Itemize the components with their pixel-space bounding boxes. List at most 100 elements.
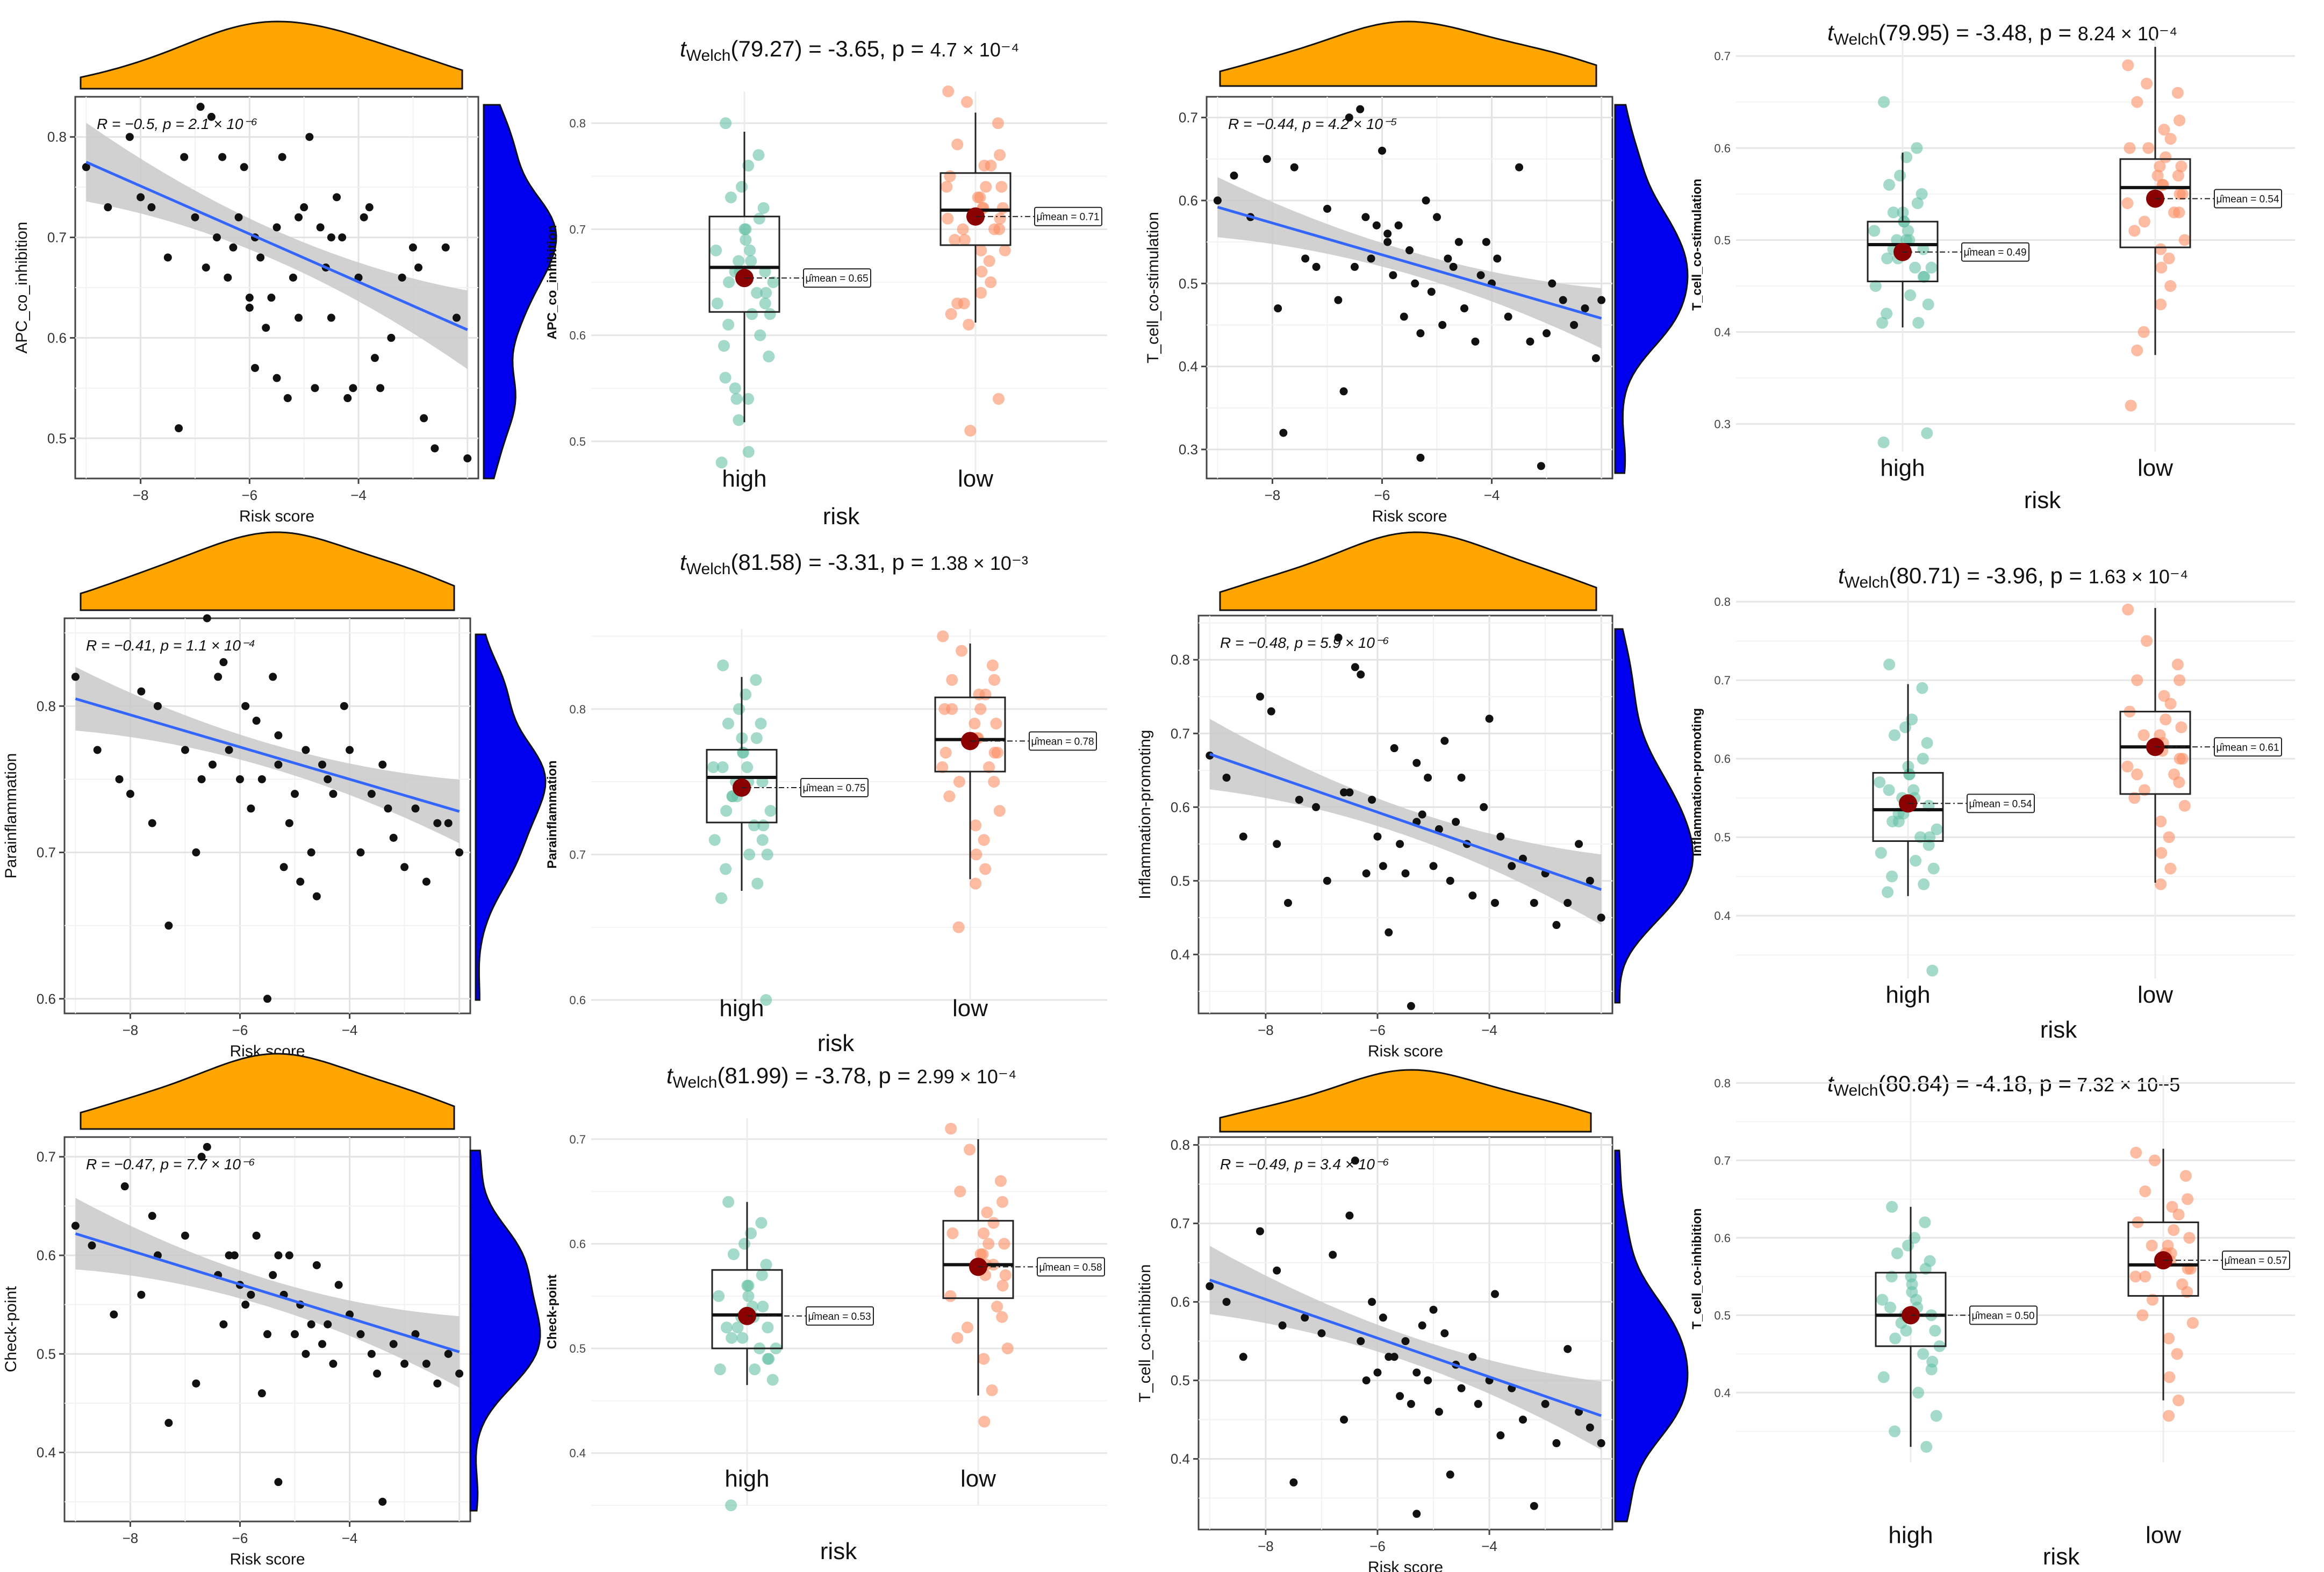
jitter-point-high: [733, 255, 745, 267]
panel-scatter-check: R = −0.47, p = 7.7 × 10⁻⁶ −8 −6 −4 0.4 0.5 0.6…: [2, 1053, 541, 1568]
jitter-point-high: [1929, 1325, 1941, 1337]
panel-box-tinh: tWelch(80.84) = -4.18, p = 7.32 × 10−5 0.…: [1690, 1071, 2295, 1570]
y-tick-label: 0.5: [1714, 1309, 1731, 1322]
scatter-point: [197, 775, 206, 783]
jitter-point-low: [939, 747, 952, 759]
scatter-point: [252, 717, 261, 725]
y-tick-label: 0.8: [47, 129, 67, 145]
jitter-point-low: [2172, 169, 2184, 182]
jitter-point-low: [993, 805, 1006, 817]
jitter-point-high: [736, 181, 748, 193]
jitter-point-high: [1886, 1201, 1898, 1213]
scatter-point: [411, 804, 420, 813]
jitter-point-high: [749, 1363, 761, 1376]
jitter-point-high: [745, 1227, 757, 1240]
scatter-point: [1295, 796, 1303, 804]
group-low: μ̂mean = 0.58 low: [942, 1123, 1105, 1492]
scatter-point: [1329, 1251, 1337, 1259]
scatter-point: [291, 790, 299, 798]
jitter-point-high: [725, 1499, 737, 1511]
y-axis-label: Inflammation-promoting: [1136, 730, 1154, 899]
jitter-point-high: [1912, 317, 1925, 329]
scatter-point: [1323, 204, 1331, 213]
scatter-point: [1401, 1337, 1410, 1346]
jitter-point-high: [714, 1363, 726, 1376]
scatter-point: [1230, 172, 1238, 180]
scatter-point: [422, 1360, 431, 1368]
y-tick-label: 0.5: [1714, 233, 1731, 247]
x-axis-label: risk: [2024, 487, 2061, 513]
jitter-point-low: [2138, 216, 2150, 228]
scatter-point: [1449, 262, 1458, 271]
jitter-point-low: [2131, 674, 2143, 687]
jitter-point-low: [2164, 280, 2177, 292]
scatter-point: [384, 804, 392, 813]
stat-title: tWelch(80.71) = -3.96, p = 1.63 × 10⁻⁴: [1838, 563, 2188, 591]
stat-title-stat: (80.71) = -3.96, p =: [1889, 563, 2088, 588]
mean-label-box: [1969, 1305, 2038, 1325]
jitter-point-high: [1881, 252, 1893, 265]
mean-label: μ̂mean = 0.75: [802, 783, 865, 794]
scatter-point: [164, 921, 173, 930]
x-tick-label: −6: [1369, 1538, 1386, 1554]
jitter-point-low: [978, 834, 990, 846]
jitter-point-high: [1921, 427, 1933, 439]
jitter-point-low: [2173, 206, 2185, 219]
stat-title-stat: (81.99) = -3.78, p =: [717, 1063, 916, 1088]
scatter-point: [318, 1340, 327, 1348]
group-low: μ̂mean = 0.57 low: [2127, 1147, 2290, 1548]
scatter-point: [147, 203, 156, 212]
jitter-point-low: [945, 1123, 957, 1135]
y-tick-label: 0.8: [569, 703, 586, 716]
jitter-point-low: [2154, 160, 2166, 173]
jitter-point-low: [2160, 151, 2172, 163]
jitter-point-low: [996, 1196, 1009, 1208]
scatter-point: [1222, 1298, 1231, 1306]
scatter-point: [1334, 633, 1343, 642]
jitter-point-low: [983, 761, 995, 774]
category-label-low: low: [958, 466, 993, 492]
jitter-point-high: [730, 392, 743, 405]
scatter-point: [257, 775, 266, 783]
jitter-point-low: [2155, 847, 2168, 859]
jitter-point-high: [1918, 878, 1930, 890]
jitter-point-low: [952, 921, 965, 933]
scatter-point: [153, 702, 162, 710]
jitter-point-low: [2172, 1394, 2185, 1406]
jitter-point-high: [733, 703, 745, 715]
scatter-point: [289, 273, 297, 282]
jitter-point-high: [1902, 1239, 1914, 1252]
jitter-point-high: [1911, 197, 1924, 209]
jitter-point-high: [1899, 721, 1912, 733]
y-axis-label: T_cell_co-stimulation: [1690, 178, 1704, 310]
jitter-point-low: [2160, 713, 2172, 726]
jitter-point-low: [2130, 1147, 2142, 1159]
scatter-point: [1378, 146, 1386, 155]
y-tick-label: 0.5: [37, 1346, 56, 1362]
jitter-point-low: [2171, 1348, 2183, 1360]
scatter-point: [202, 263, 210, 272]
jitter-point-high: [1894, 169, 1906, 182]
scatter-point: [1519, 1416, 1527, 1424]
scatter-point: [1446, 1470, 1454, 1479]
jitter-point-high: [751, 287, 763, 299]
stat-title: tWelch(79.27) = -3.65, p = 4.7 × 10⁻⁴: [680, 36, 1019, 65]
jitter-point-high: [715, 892, 728, 904]
scatter-point: [181, 746, 189, 754]
scatter-point: [324, 1320, 332, 1328]
y-axis-label: T_cell_co-inhibition: [1690, 1208, 1704, 1329]
x-axis-label: Risk score: [1368, 1559, 1443, 1572]
jitter-point-high: [760, 994, 772, 1006]
jitter-point-low: [2151, 169, 2164, 182]
scatter-point: [408, 243, 417, 252]
jitter-point-low: [998, 1238, 1010, 1250]
scatter-point: [1597, 1439, 1605, 1447]
y-tick-label: 0.7: [47, 230, 67, 246]
top-density-orange: [1219, 20, 1597, 87]
stat-title-stat: (81.58) = -3.31, p =: [730, 549, 930, 575]
y-tick-label: 0.7: [1171, 725, 1190, 741]
scatter-point: [208, 760, 217, 769]
x-tick-label: −8: [1265, 487, 1281, 503]
scatter-point: [411, 1330, 420, 1339]
